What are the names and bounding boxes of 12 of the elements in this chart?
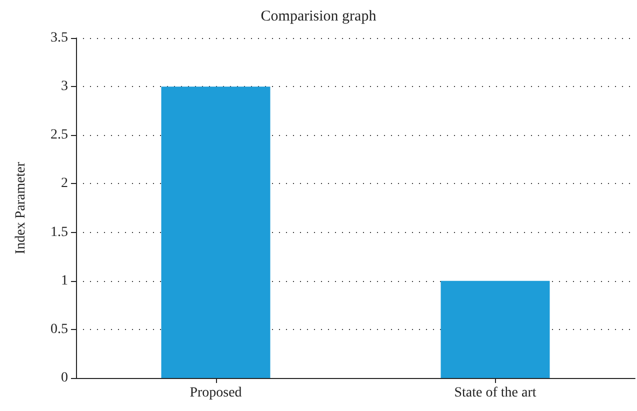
y-tick-label: 3 — [61, 79, 68, 94]
y-tick-label: 0 — [61, 370, 68, 386]
y-tick-label: 2.5 — [50, 128, 68, 143]
y-tick-label: 1 — [61, 273, 68, 288]
y-tick-label: 1.5 — [50, 224, 68, 240]
chart-title: Comparision graph — [260, 8, 377, 24]
x-tick-label: State of the art — [454, 386, 536, 400]
x-tick-label: Proposed — [190, 386, 242, 400]
y-tick-label: 2 — [61, 176, 68, 192]
y-tick-label: 0.5 — [50, 322, 68, 337]
y-tick-label: 3.5 — [50, 30, 68, 46]
y-axis-title: Index Parameter — [14, 162, 28, 254]
